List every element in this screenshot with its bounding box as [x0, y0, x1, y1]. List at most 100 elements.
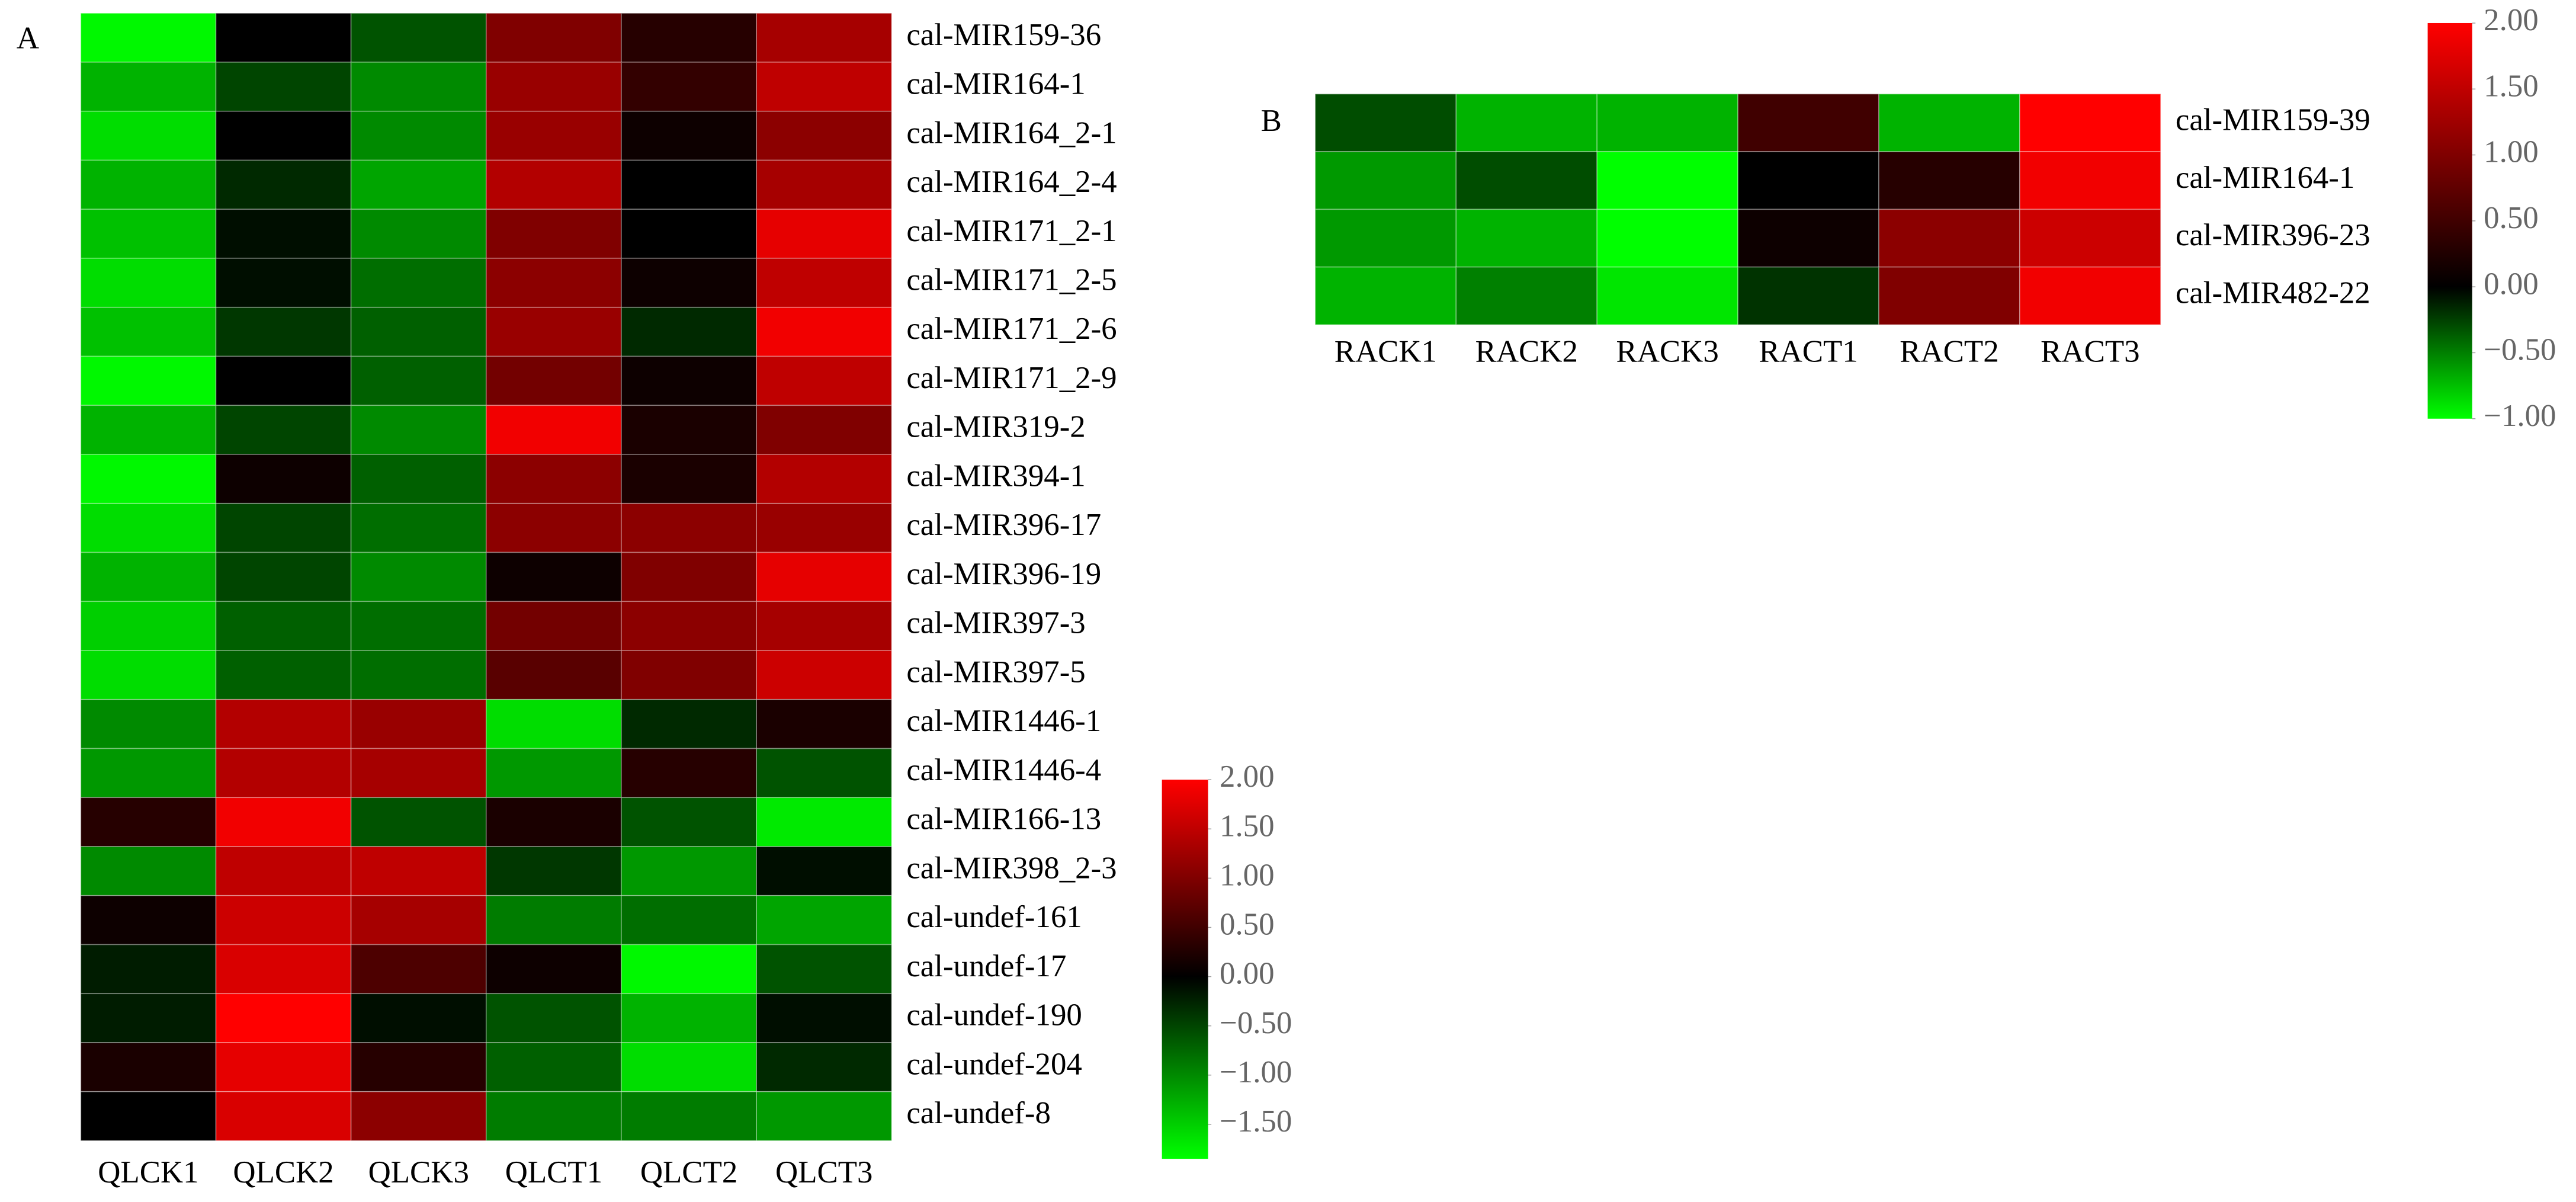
heatmap-cell — [215, 846, 352, 896]
row-label: cal-MIR164_2-1 — [906, 116, 1117, 150]
heatmap-cell — [350, 454, 487, 504]
heatmap-cell — [1314, 93, 1457, 152]
heatmap-cell — [621, 993, 757, 1043]
heatmap-cell — [485, 1042, 622, 1092]
heatmap-cell — [80, 601, 217, 651]
heatmap-cell — [80, 698, 217, 749]
heatmap-cell — [621, 454, 757, 504]
colorbar-tick-label: 0.50 — [2484, 201, 2539, 235]
panel-label: B — [1261, 104, 1282, 138]
heatmap-cell — [215, 306, 352, 357]
heatmap-cell — [485, 944, 622, 995]
heatmap-cell — [80, 1042, 217, 1092]
row-label: cal-MIR396-19 — [906, 557, 1101, 591]
column-label: RACT3 — [2041, 334, 2139, 368]
heatmap-cell — [1878, 209, 2020, 268]
heatmap-cell — [756, 650, 893, 700]
heatmap-cell — [215, 698, 352, 749]
heatmap-cell — [1737, 209, 1879, 268]
heatmap-cell — [621, 601, 757, 651]
heatmap-cell — [215, 502, 352, 553]
heatmap-cell — [621, 355, 757, 406]
heatmap-cell — [485, 846, 622, 896]
heatmap-cell — [350, 502, 487, 553]
heatmap-cell — [80, 258, 217, 308]
row-label: cal-MIR159-39 — [2176, 102, 2370, 137]
row-label: cal-undef-190 — [906, 998, 1082, 1033]
heatmap-cell — [621, 306, 757, 357]
heatmap-cell — [756, 454, 893, 504]
heatmap-cell — [350, 748, 487, 799]
column-label: RACT1 — [1759, 334, 1858, 368]
row-label: cal-MIR397-5 — [906, 655, 1085, 689]
heatmap-cell — [215, 797, 352, 847]
heatmap-cell — [1878, 266, 2020, 325]
heatmap-cell — [756, 698, 893, 749]
heatmap-cell — [621, 159, 757, 210]
heatmap-cell — [350, 944, 487, 995]
row-label: cal-undef-204 — [906, 1047, 1082, 1081]
heatmap-cell — [485, 698, 622, 749]
row-label: cal-MIR1446-1 — [906, 704, 1101, 738]
row-label: cal-MIR164-1 — [906, 67, 1085, 101]
heatmap-cell — [80, 110, 217, 161]
colorbar-tick-label: 1.50 — [2484, 69, 2539, 103]
heatmap-cell — [80, 552, 217, 602]
heatmap-cell — [215, 895, 352, 945]
heatmap-cell — [215, 62, 352, 112]
colorbar — [1162, 780, 1208, 1159]
heatmap-cell — [621, 698, 757, 749]
heatmap-cell — [350, 306, 487, 357]
heatmap-cell — [1737, 266, 1879, 325]
heatmap-cell — [80, 895, 217, 945]
heatmap-cell — [485, 306, 622, 357]
heatmap-cell — [80, 846, 217, 896]
heatmap-cell — [2019, 266, 2161, 325]
heatmap-cell — [215, 209, 352, 259]
row-label: cal-MIR397-3 — [906, 606, 1085, 640]
heatmap-cell — [1455, 93, 1598, 152]
heatmap-cell — [80, 502, 217, 553]
heatmap-cell — [756, 405, 893, 455]
heatmap-cell — [1596, 151, 1738, 210]
row-label: cal-MIR1446-4 — [906, 753, 1101, 787]
heatmap-cell — [80, 12, 217, 63]
column-label: RACK1 — [1334, 334, 1437, 368]
heatmap-cell — [621, 258, 757, 308]
heatmap-cell — [756, 12, 893, 63]
heatmap-cell — [485, 454, 622, 504]
row-label: cal-MIR394-1 — [906, 459, 1085, 493]
heatmap-cell — [756, 355, 893, 406]
heatmap-cell — [621, 748, 757, 799]
heatmap-cell — [756, 62, 893, 112]
heatmap-cell — [80, 993, 217, 1043]
heatmap-cell — [485, 209, 622, 259]
heatmap-cell — [350, 110, 487, 161]
heatmap-cell — [80, 650, 217, 700]
column-label: RACK2 — [1475, 334, 1578, 368]
heatmap-cell — [1737, 93, 1879, 152]
heatmap-cell — [80, 355, 217, 406]
column-label: QLCT2 — [640, 1155, 737, 1190]
heatmap-cell — [80, 748, 217, 799]
heatmap-cell — [485, 993, 622, 1043]
heatmap-cell — [215, 159, 352, 210]
colorbar-tick-label: 1.50 — [1220, 809, 1275, 843]
heatmap-cell — [621, 552, 757, 602]
heatmap-cell — [215, 601, 352, 651]
heatmap-cell — [485, 748, 622, 799]
heatmap-cell — [756, 944, 893, 995]
row-label: cal-MIR396-23 — [2176, 218, 2370, 252]
heatmap-cell — [621, 797, 757, 847]
heatmap-cell — [215, 12, 352, 63]
row-label: cal-MIR164_2-4 — [906, 165, 1117, 199]
heatmap-cell — [756, 797, 893, 847]
heatmap-cell — [80, 944, 217, 995]
heatmap-cell — [1878, 93, 2020, 152]
heatmap-cell — [350, 159, 487, 210]
row-label: cal-MIR396-17 — [906, 508, 1101, 542]
heatmap-cell — [215, 1042, 352, 1092]
colorbar-tick-label: −1.50 — [1220, 1104, 1292, 1139]
heatmap-cell — [621, 944, 757, 995]
column-label: RACT2 — [1900, 334, 1998, 368]
